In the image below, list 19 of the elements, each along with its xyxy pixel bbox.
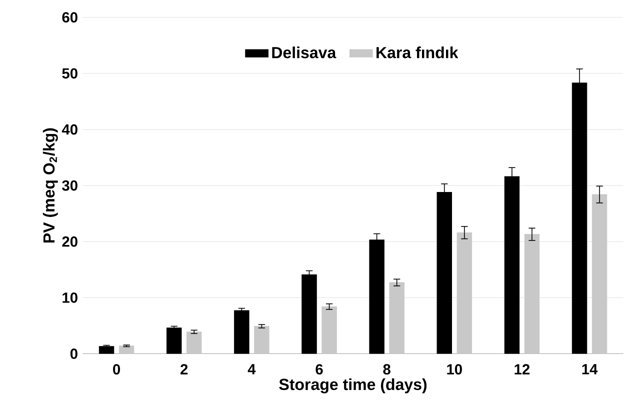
x-tick-label: 14 — [582, 364, 598, 374]
y-tick-label: 0 — [70, 348, 78, 360]
legend-label: Delisava — [272, 46, 336, 58]
y-axis-title: PV (meq O$_{2}$/kg) — [42, 128, 58, 243]
x-tick-label: 4 — [248, 364, 256, 374]
x-tick-label: 6 — [316, 364, 323, 375]
y-tick-label: 20 — [62, 236, 78, 247]
x-tick-label: 10 — [447, 364, 462, 375]
x-tick-label: 8 — [383, 364, 390, 375]
y-tick-label: 40 — [62, 124, 78, 135]
x-tick-label: 12 — [514, 364, 530, 374]
y-tick-label: 10 — [62, 292, 78, 303]
y-tick-label: 50 — [62, 68, 78, 79]
x-tick-label: 0 — [113, 364, 120, 375]
x-axis-title: Storage time (days) — [279, 378, 427, 394]
y-tick-label: 30 — [62, 180, 78, 191]
x-tick-label: 2 — [180, 364, 188, 374]
legend-label: Kara fındık — [376, 46, 458, 58]
y-tick-label: 60 — [62, 12, 78, 23]
